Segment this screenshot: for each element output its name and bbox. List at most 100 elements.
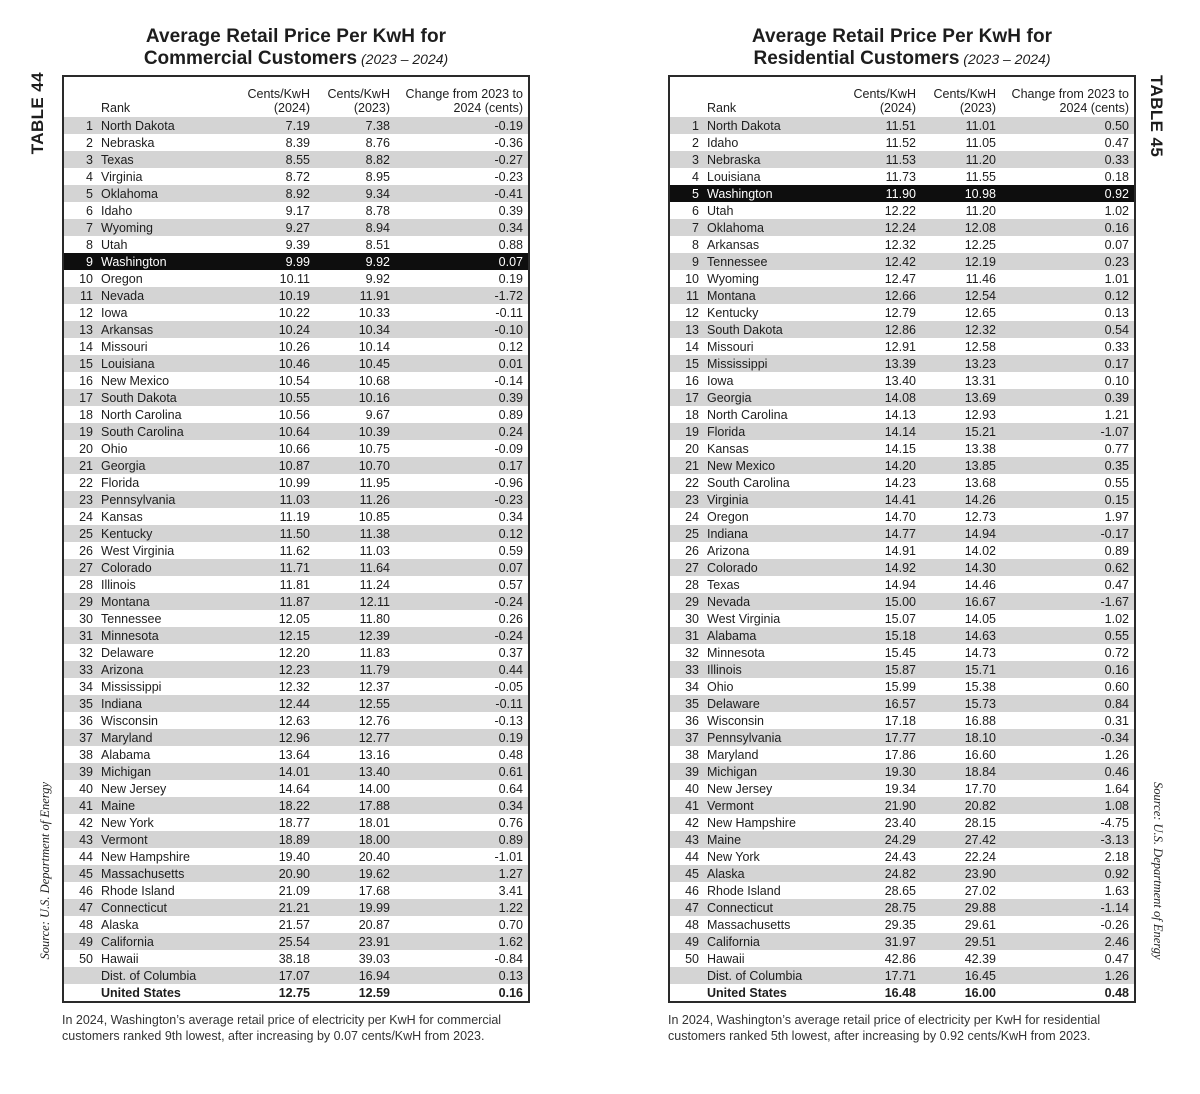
table-row: 24 Kansas 11.19 10.85 0.34: [64, 508, 528, 525]
cell-change: -0.41: [494, 186, 524, 201]
cell-rank: 1: [86, 118, 93, 133]
cell-cents-2024: 17.07: [278, 968, 310, 983]
cell-state: Indiana: [101, 696, 143, 711]
table-row: 34 Mississippi 12.32 12.37 -0.05: [64, 678, 528, 695]
cell-state: North Dakota: [707, 118, 781, 133]
table-row: 33 Illinois 15.87 15.71 0.16: [670, 661, 1134, 678]
cell-change: 0.12: [498, 526, 523, 541]
cell-cents-2023: 20.40: [358, 849, 390, 864]
cell-cents-2024: 13.40: [884, 373, 916, 388]
cell-cents-2023: 27.02: [964, 883, 996, 898]
cell-cents-2024: 12.47: [884, 271, 916, 286]
cell-cents-2024: 11.03: [279, 492, 310, 507]
cell-cents-2023: 13.38: [964, 441, 996, 456]
cell-rank: 17: [79, 390, 93, 405]
cell-state: Iowa: [707, 373, 734, 388]
cell-rank: 50: [685, 951, 699, 966]
cell-change: 2.46: [1104, 934, 1129, 949]
cell-cents-2024: 10.46: [278, 356, 310, 371]
table-44-side-label: TABLE 44: [28, 72, 47, 155]
cell-rank: 32: [685, 645, 699, 660]
cell-cents-2023: 10.98: [964, 186, 996, 201]
cell-cents-2024: 15.45: [884, 645, 916, 660]
cell-rank: 28: [685, 577, 699, 592]
cell-cents-2023: 8.94: [365, 220, 390, 235]
cell-cents-2023: 14.63: [964, 628, 996, 643]
table-row: 15 Louisiana 10.46 10.45 0.01: [64, 355, 528, 372]
cell-state: Delaware: [707, 696, 760, 711]
table-row: 43 Vermont 18.89 18.00 0.89: [64, 831, 528, 848]
table-45-side-label: TABLE 45: [1147, 75, 1166, 158]
cell-cents-2023: 8.76: [365, 135, 390, 150]
cell-rank: 39: [685, 764, 699, 779]
table-row: 2 Idaho 11.52 11.05 0.47: [670, 134, 1134, 151]
cell-rank: 7: [86, 220, 93, 235]
cell-change: 1.26: [1104, 968, 1129, 983]
cell-state: Oklahoma: [707, 220, 764, 235]
table-row: 44 New Hampshire 19.40 20.40 -1.01: [64, 848, 528, 865]
cell-change: 1.62: [498, 934, 523, 949]
cell-state: Minnesota: [101, 628, 159, 643]
cell-rank: 47: [79, 900, 93, 915]
table-row: 3 Nebraska 11.53 11.20 0.33: [670, 151, 1134, 168]
cell-state: Kansas: [101, 509, 143, 524]
cell-cents-2023: 29.61: [964, 917, 996, 932]
cell-cents-2024: 21.21: [278, 900, 310, 915]
cell-cents-2023: 10.70: [358, 458, 390, 473]
cell-cents-2024: 11.71: [279, 560, 310, 575]
table-row: 37 Pennsylvania 17.77 18.10 -0.34: [670, 729, 1134, 746]
table-45-footnote: In 2024, Washington’s average retail pri…: [668, 1013, 1101, 1043]
cell-cents-2023: 39.03: [358, 951, 390, 966]
cell-rank: 3: [692, 152, 699, 167]
table-44-title-line2: Commercial Customers: [143, 48, 358, 69]
cell-change: 0.59: [498, 543, 523, 558]
cell-cents-2023: 11.79: [359, 662, 390, 677]
cell-rank: 21: [79, 458, 93, 473]
table-row: 15 Mississippi 13.39 13.23 0.17: [670, 355, 1134, 372]
cell-state: Georgia: [707, 390, 752, 405]
cell-cents-2024: 14.01: [278, 764, 310, 779]
table-row: 31 Alabama 15.18 14.63 0.55: [670, 627, 1134, 644]
cell-rank: 26: [79, 543, 93, 558]
cell-change: 2.18: [1104, 849, 1129, 864]
table-row: 36 Wisconsin 17.18 16.88 0.31: [670, 712, 1134, 729]
cell-rank: 49: [685, 934, 699, 949]
cell-state: Louisiana: [707, 169, 761, 184]
cell-state: Louisiana: [101, 356, 155, 371]
cell-state: Mississippi: [101, 679, 162, 694]
cell-cents-2024: 11.62: [279, 543, 310, 558]
cell-cents-2024: 12.66: [884, 288, 916, 303]
cell-cents-2024: 10.66: [278, 441, 310, 456]
cell-cents-2024: 24.29: [884, 832, 916, 847]
cell-cents-2023: 9.92: [365, 254, 390, 269]
table-row: 33 Arizona 12.23 11.79 0.44: [64, 661, 528, 678]
cell-change: 0.92: [1104, 866, 1129, 881]
table-row: 48 Massachusetts 29.35 29.61 -0.26: [670, 916, 1134, 933]
cell-cents-2024: 10.22: [278, 305, 310, 320]
cell-cents-2024: 14.64: [278, 781, 310, 796]
cell-cents-2023: 16.60: [964, 747, 996, 762]
cell-cents-2023: 11.83: [359, 645, 390, 660]
cell-change: 0.54: [1104, 322, 1129, 337]
table-row: 47 Connecticut 21.21 19.99 1.22: [64, 899, 528, 916]
cell-cents-2024: 15.87: [884, 662, 916, 677]
cell-change: 0.07: [498, 560, 523, 575]
cell-change: 1.26: [1104, 747, 1129, 762]
cell-change: 0.13: [1104, 305, 1129, 320]
cell-change: -0.34: [1100, 730, 1130, 745]
cell-cents-2023: 15.38: [964, 679, 996, 694]
cell-state: Florida: [101, 475, 140, 490]
cell-state: Utah: [101, 237, 128, 252]
cell-cents-2024: 14.15: [884, 441, 916, 456]
cell-cents-2023: 28.15: [964, 815, 996, 830]
cell-state: Florida: [707, 424, 746, 439]
cell-change: -1.07: [1100, 424, 1130, 439]
cell-cents-2023: 13.40: [358, 764, 390, 779]
cell-rank: 40: [79, 781, 93, 796]
cell-state: Nevada: [707, 594, 751, 609]
cell-cents-2024: 10.26: [278, 339, 310, 354]
cell-cents-2024: 12.86: [884, 322, 916, 337]
cell-cents-2023: 17.68: [358, 883, 390, 898]
table-row: 18 North Carolina 14.13 12.93 1.21: [670, 406, 1134, 423]
cell-state: Illinois: [101, 577, 136, 592]
